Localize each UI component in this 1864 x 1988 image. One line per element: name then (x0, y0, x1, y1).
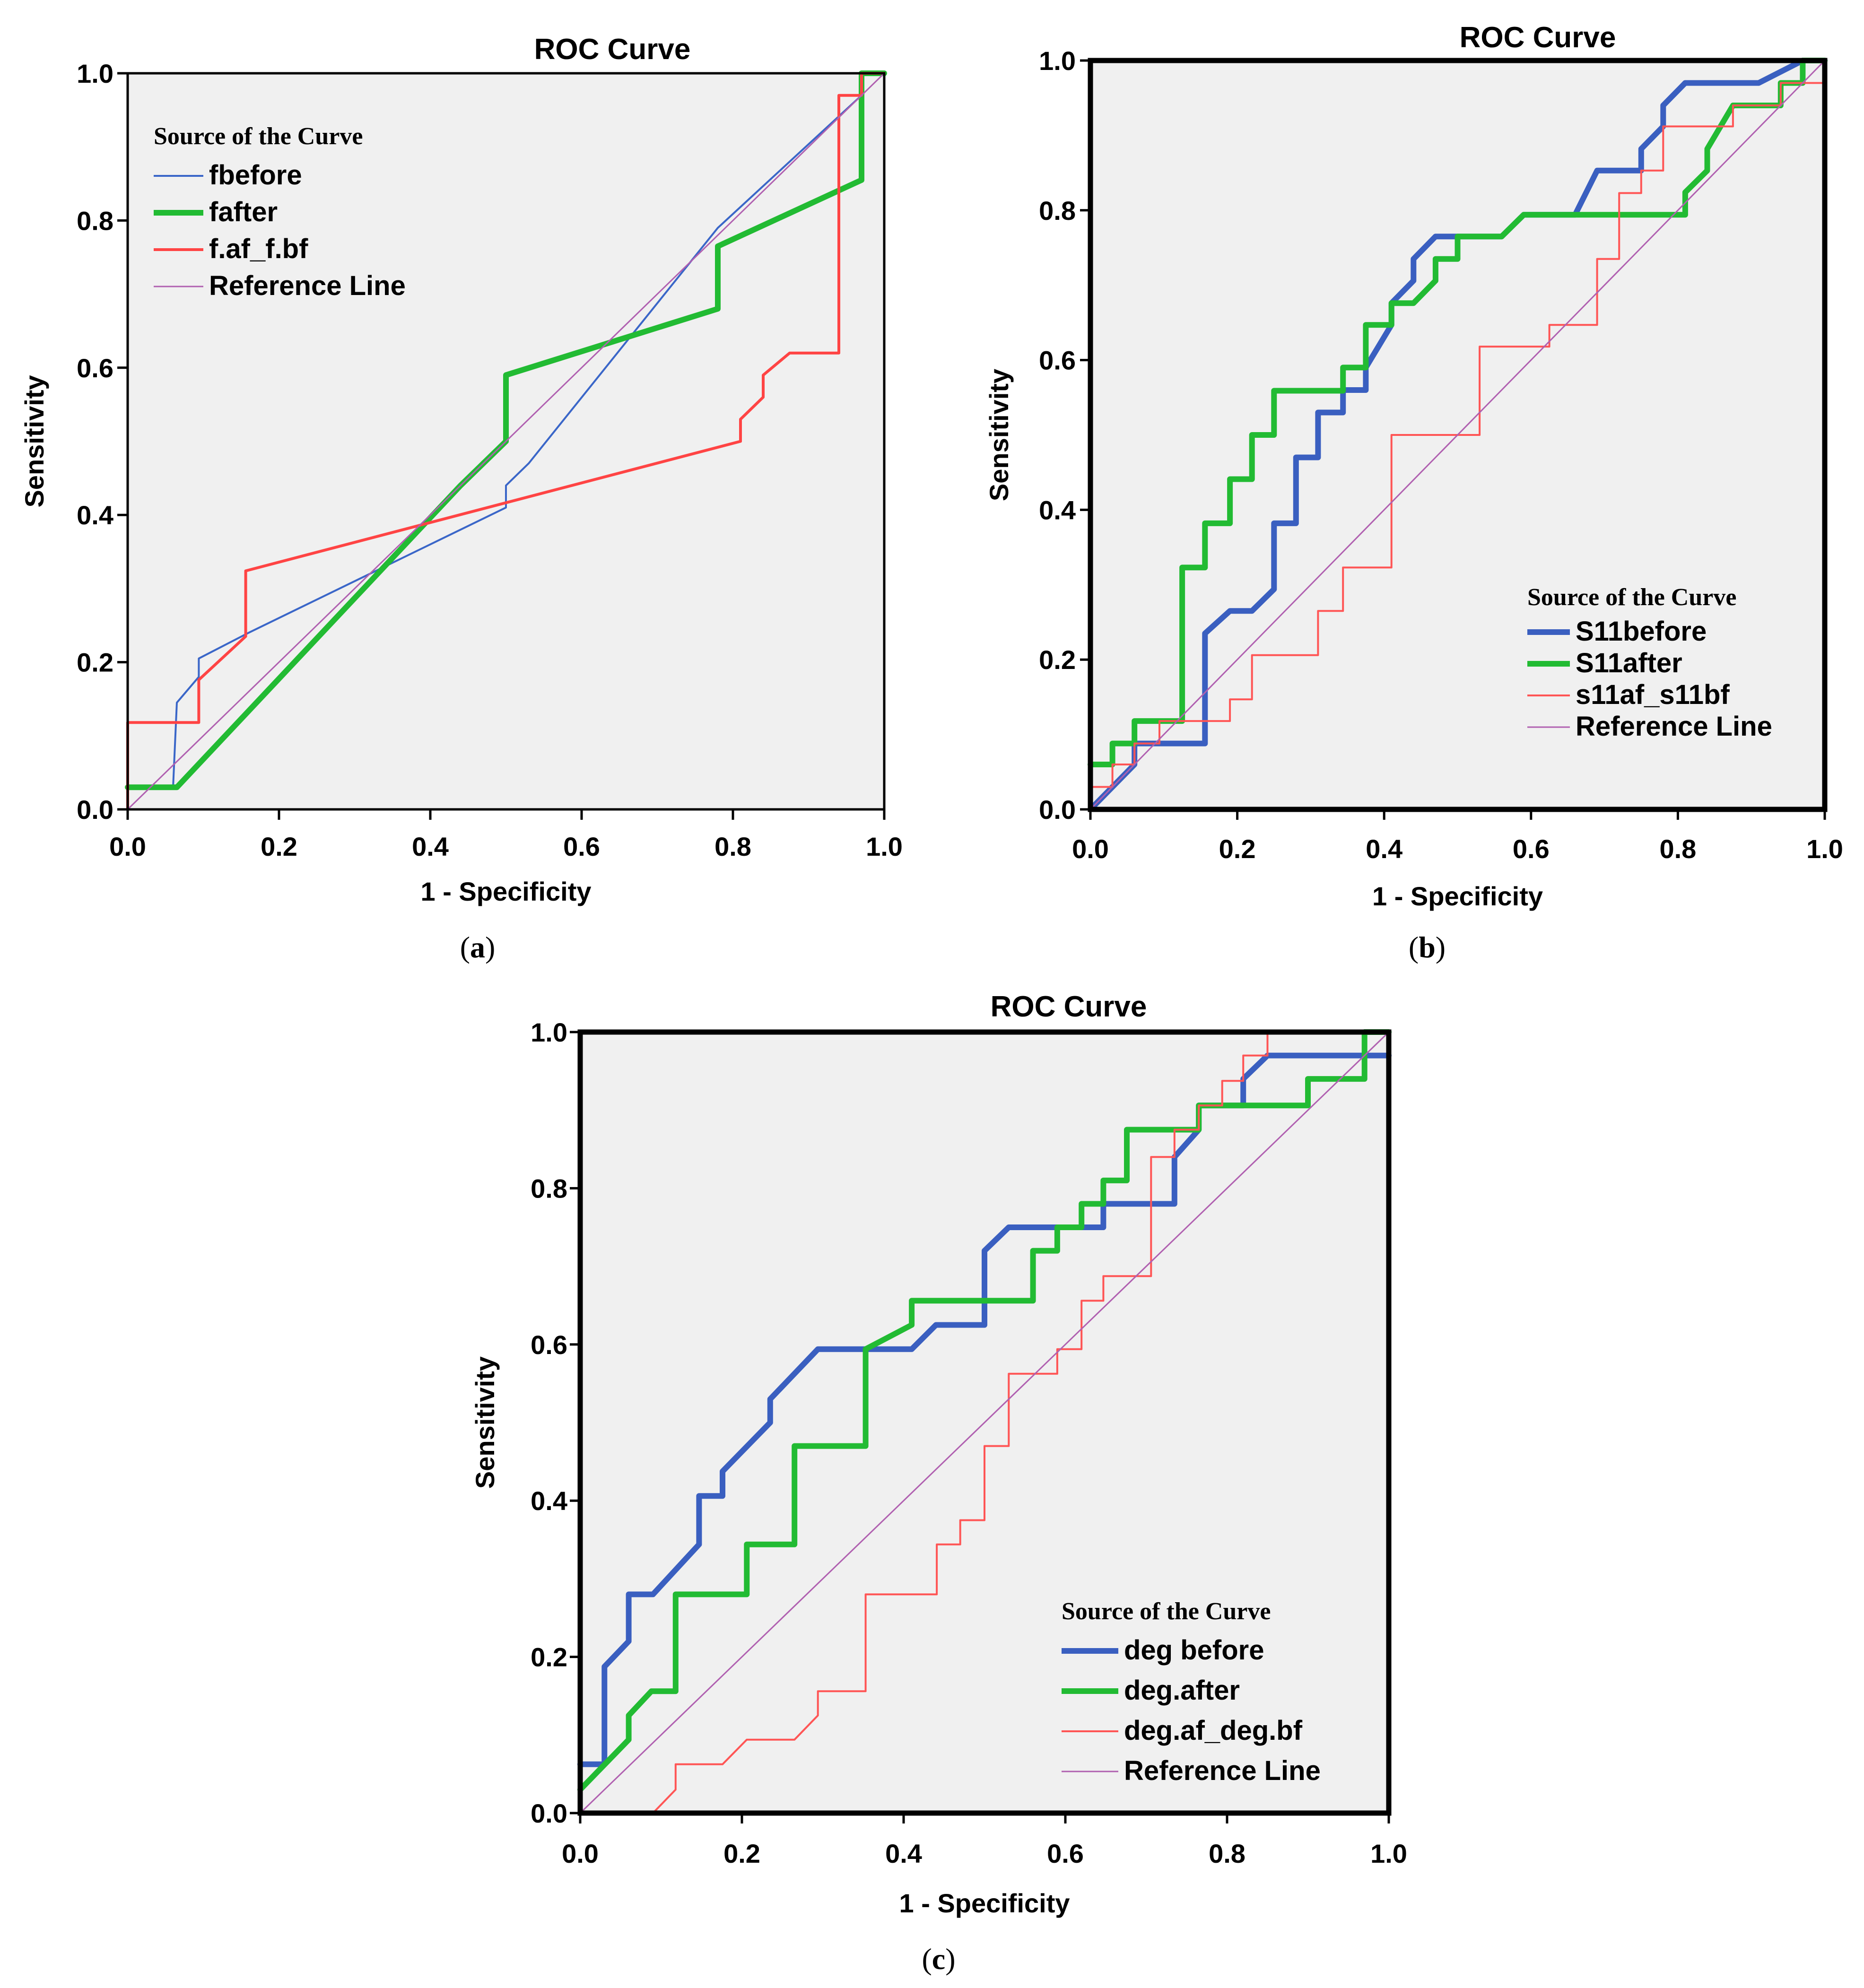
chart-title: ROC Curve (534, 33, 691, 66)
panel-letter: b (1419, 930, 1436, 964)
legend-title: Source of the Curve (1527, 584, 1736, 611)
x-tick-label: 0.6 (563, 832, 600, 861)
legend: Source of the Curve S11beforeS11afters11a… (1527, 584, 1772, 742)
y-axis-label: Sensitivity (984, 369, 1014, 501)
y-tick-label: 1.0 (1039, 46, 1076, 76)
x-axis-label: 1 - Specificity (420, 877, 591, 906)
panel-caption: (a) (460, 930, 496, 964)
legend-label: s11af_s11bf (1576, 679, 1730, 710)
y-tick-label: 0.6 (531, 1330, 567, 1360)
y-tick-label: 0.8 (77, 206, 113, 235)
legend-label: Reference Line (1576, 711, 1772, 742)
chart-panel-b: 0.0 0.0 0.2 0.2 0.4 0.4 0.6 0.6 0.8 0.8 1.0 1.0 ROC … (984, 21, 1843, 964)
legend-label: deg before (1124, 1635, 1264, 1666)
legend-label: fbefore (209, 160, 302, 191)
chart-title: ROC Curve (991, 990, 1147, 1023)
x-tick-label: 1.0 (1806, 834, 1843, 864)
x-tick-label: 0.4 (885, 1839, 922, 1868)
y-tick-label: 0.0 (531, 1798, 567, 1828)
panel-letter: a (470, 930, 485, 964)
x-tick-label: 0.0 (562, 1839, 599, 1868)
series-line-s11after (1088, 58, 1828, 767)
legend-label: S11after (1576, 648, 1682, 678)
x-tick-label: 0.8 (1659, 834, 1696, 864)
legend-title: Source of the Curve (154, 123, 363, 150)
panel-letter: c (932, 1942, 945, 1976)
y-tick-label: 0.2 (1039, 645, 1076, 675)
plot-frame (126, 72, 886, 811)
legend-label: Reference Line (209, 270, 406, 301)
x-tick-label: 1.0 (1370, 1839, 1407, 1868)
y-tick-label: 0.0 (77, 795, 113, 825)
x-tick-label: 0.4 (412, 832, 449, 861)
y-tick-label: 1.0 (531, 1017, 567, 1047)
x-tick-label: 0.2 (1219, 834, 1256, 864)
series-line-reference-line (127, 72, 885, 810)
y-tick-label: 0.6 (1039, 346, 1076, 375)
legend-label: f.af_f.bf (209, 234, 308, 264)
x-tick-label: 0.8 (714, 832, 751, 861)
plot-frame (577, 1029, 1392, 1816)
series-line-s11af-s11bf (1089, 82, 1826, 788)
legend-label: fafter (209, 197, 278, 227)
y-tick-label: 0.0 (1039, 795, 1076, 825)
series-line-reference-line (579, 1031, 1390, 1814)
legend-label: Reference Line (1124, 1755, 1321, 1786)
y-axis-label: Sensitivity (19, 375, 49, 507)
x-tick-label: 1.0 (866, 832, 903, 861)
x-tick-label: 0.2 (723, 1839, 760, 1868)
legend: Source of the Curve deg before deg.after de… (1062, 1598, 1321, 1786)
y-tick-label: 1.0 (77, 59, 113, 88)
x-axis-label: 1 - Specificity (1372, 881, 1543, 911)
legend-title: Source of the Curve (1062, 1598, 1271, 1625)
y-tick-label: 0.2 (531, 1642, 567, 1672)
y-tick-label: 0.4 (77, 500, 113, 530)
series-line-s11before (1088, 58, 1828, 812)
x-tick-label: 0.8 (1209, 1839, 1246, 1868)
x-tick-label: 0.6 (1513, 834, 1550, 864)
x-tick-label: 0.0 (1072, 834, 1109, 864)
legend: Source of the Curve fbefore fafter f.af_f.b… (154, 123, 406, 301)
chart-panel-a: 0.0 0.0 0.2 0.2 0.4 0.4 0.6 0.6 0.8 0.8 1.0 1.0 ROC … (19, 33, 903, 964)
y-axis-label: Sensitivity (470, 1356, 500, 1489)
chart-title: ROC Curve (1460, 21, 1616, 54)
legend-label: deg.af_deg.bf (1124, 1715, 1303, 1746)
series-line-f-af-f-bf (126, 72, 886, 811)
y-tick-label: 0.8 (1039, 196, 1076, 226)
series-line-deg-af-deg-bf (652, 1031, 1390, 1814)
legend-label: deg.after (1124, 1675, 1240, 1706)
x-tick-label: 0.2 (261, 832, 297, 861)
x-axis-label: 1 - Specificity (899, 1888, 1070, 1918)
y-tick-label: 0.8 (531, 1173, 567, 1203)
legend-label: S11before (1576, 616, 1707, 647)
y-tick-label: 0.4 (1039, 495, 1076, 525)
x-tick-label: 0.6 (1047, 1839, 1084, 1868)
panel-caption: (c) (922, 1942, 955, 1976)
panel-caption: (b) (1409, 930, 1446, 964)
x-tick-label: 0.4 (1366, 834, 1402, 864)
x-tick-label: 0.0 (109, 832, 146, 861)
series-line-fafter (125, 70, 887, 790)
y-tick-label: 0.6 (77, 353, 113, 383)
series-line-reference-line (1089, 60, 1826, 810)
plot-frame (1088, 58, 1828, 812)
chart-panel-c: 0.0 0.0 0.2 0.2 0.4 0.4 0.6 0.6 0.8 0.8 1.0 1.0 ROC … (470, 990, 1407, 1976)
y-tick-label: 0.2 (77, 648, 113, 677)
y-tick-label: 0.4 (531, 1486, 567, 1516)
